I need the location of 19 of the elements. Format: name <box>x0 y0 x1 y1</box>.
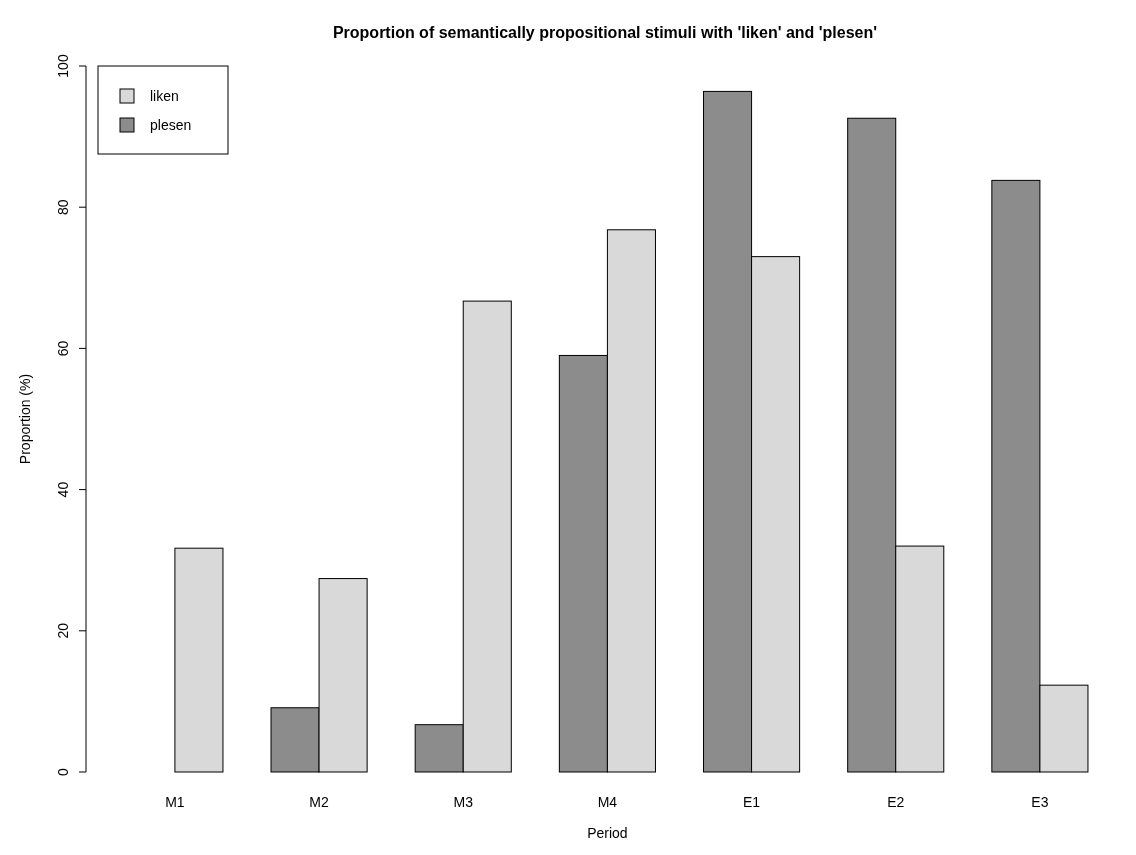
y-tick-label: 60 <box>55 340 71 357</box>
x-tick-label: M3 <box>453 794 474 810</box>
x-tick-label: M4 <box>597 794 618 810</box>
legend-label: liken <box>150 88 179 104</box>
chart-title: Proportion of semantically propositional stimuli with 'liken' and 'plesen' <box>332 24 878 41</box>
y-tick-label: 0 <box>55 767 71 776</box>
x-tick-label: M2 <box>309 794 330 810</box>
y-tick-label: 100 <box>55 54 71 78</box>
y-tick-label: 20 <box>55 622 71 639</box>
y-tick-label: 80 <box>55 199 71 215</box>
y-tick-label: 40 <box>55 481 71 498</box>
x-tick-label: M1 <box>165 794 185 810</box>
x-tick-label: E1 <box>743 794 761 810</box>
y-axis-title: Proportion (%) <box>17 373 33 465</box>
legend-label: plesen <box>150 117 192 133</box>
bar <box>174 547 224 773</box>
x-tick-label: E2 <box>887 794 905 810</box>
x-axis-title: Period <box>587 825 628 841</box>
x-tick-label: E3 <box>1031 794 1049 810</box>
